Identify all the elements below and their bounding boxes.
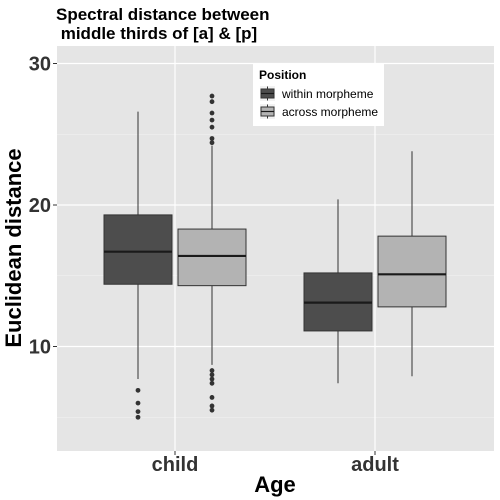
axis-ticks: 10 20 30 child adult	[29, 54, 399, 477]
outlier-point	[209, 110, 215, 116]
outlier-point	[209, 403, 215, 409]
x-tick-label: adult	[351, 454, 399, 476]
outlier-point	[209, 124, 215, 130]
outlier-point	[209, 368, 215, 373]
outlier-point	[209, 93, 215, 99]
box-iqr	[177, 228, 247, 287]
outlier-point	[135, 387, 141, 393]
legend-title: Position	[259, 68, 306, 82]
box-iqr	[377, 235, 447, 308]
outlier-point	[209, 395, 215, 400]
box-across-morpheme-adult	[377, 151, 447, 377]
outlier-point	[209, 407, 215, 413]
x-axis-title: Age	[254, 472, 296, 497]
y-axis-title: Euclidean distance	[1, 148, 26, 347]
outlier-point	[209, 136, 215, 141]
y-tick-label: 10	[29, 337, 51, 359]
legend: Position within morpheme across morpheme	[253, 64, 384, 126]
box-within-morpheme-child	[103, 111, 173, 420]
outlier-point	[209, 380, 215, 386]
chart-title-line-2: middle thirds of [a] & [p]	[56, 24, 257, 43]
outlier-point	[209, 117, 215, 123]
legend-label: within morpheme	[281, 87, 374, 101]
outlier-point	[135, 414, 141, 420]
outlier-point	[209, 372, 215, 378]
outlier-point	[135, 409, 141, 414]
y-tick-label: 20	[29, 195, 51, 217]
chart-title-line-1: Spectral distance between	[56, 5, 270, 24]
legend-label: across morpheme	[282, 105, 378, 119]
y-tick-label: 30	[29, 54, 51, 76]
outlier-point	[209, 376, 215, 382]
outlier-point	[135, 400, 141, 406]
box-within-morpheme-adult	[303, 199, 373, 384]
outlier-point	[209, 99, 215, 105]
legend-key-within-morpheme	[260, 86, 275, 101]
legend-key-across-morpheme	[260, 104, 275, 119]
box-iqr	[103, 214, 173, 285]
box-series	[103, 93, 447, 420]
x-tick-label: child	[152, 454, 199, 476]
outlier-point	[209, 140, 215, 146]
box-across-morpheme-child	[177, 93, 247, 413]
